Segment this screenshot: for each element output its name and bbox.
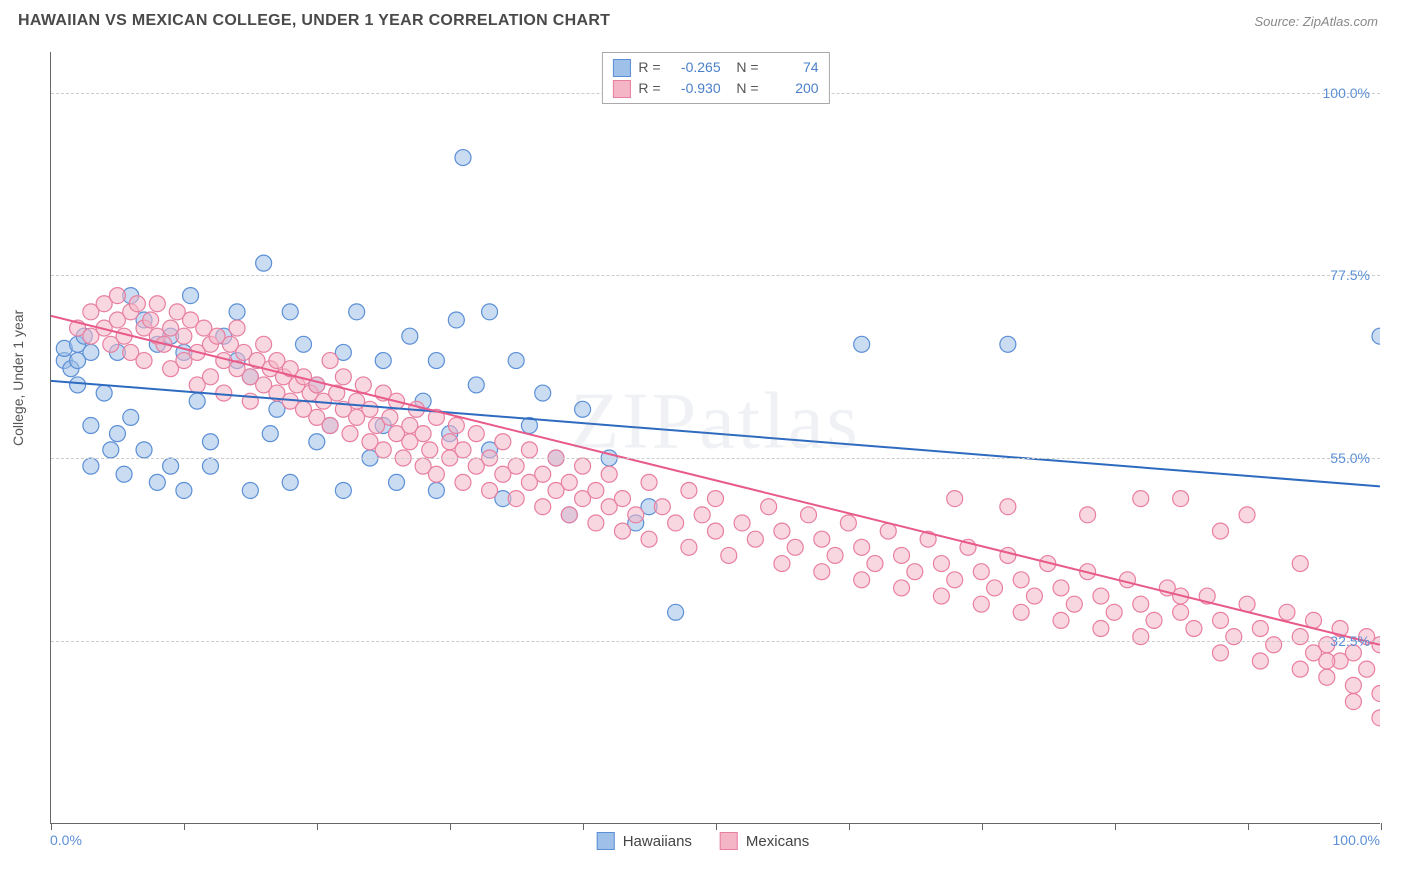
swatch-hawaiians bbox=[612, 59, 630, 77]
x-tick bbox=[317, 823, 318, 830]
n-label: N = bbox=[729, 78, 759, 99]
x-tick bbox=[583, 823, 584, 830]
x-tick bbox=[450, 823, 451, 830]
legend-item-hawaiians: Hawaiians bbox=[597, 832, 692, 850]
chart-title: HAWAIIAN VS MEXICAN COLLEGE, UNDER 1 YEA… bbox=[18, 12, 610, 30]
y-tick-label: 32.5% bbox=[1330, 633, 1370, 649]
legend-swatch-hawaiians bbox=[597, 832, 615, 850]
correlation-legend: R = -0.265 N = 74 R = -0.930 N = 200 bbox=[601, 52, 829, 104]
x-min-label: 0.0% bbox=[50, 832, 82, 848]
x-tick bbox=[1381, 823, 1382, 830]
scatter-plot-svg bbox=[51, 52, 1380, 823]
gridline bbox=[51, 641, 1380, 642]
y-axis-label: College, Under 1 year bbox=[10, 310, 26, 446]
legend-label-mexicans: Mexicans bbox=[746, 833, 809, 850]
chart-header: HAWAIIAN VS MEXICAN COLLEGE, UNDER 1 YEA… bbox=[0, 0, 1406, 38]
r-value-hawaiians: -0.265 bbox=[669, 57, 721, 78]
chart-plot-area: ZIPatlas R = -0.265 N = 74 R = -0.930 N … bbox=[50, 52, 1380, 824]
x-tick bbox=[849, 823, 850, 830]
y-tick-label: 100.0% bbox=[1323, 85, 1370, 101]
y-tick-label: 77.5% bbox=[1330, 267, 1370, 283]
r-value-mexicans: -0.930 bbox=[669, 78, 721, 99]
legend-label-hawaiians: Hawaiians bbox=[623, 833, 692, 850]
x-tick bbox=[184, 823, 185, 830]
legend-swatch-mexicans bbox=[720, 832, 738, 850]
x-tick bbox=[1115, 823, 1116, 830]
r-label: R = bbox=[638, 78, 660, 99]
x-tick bbox=[1248, 823, 1249, 830]
x-tick bbox=[51, 823, 52, 830]
n-value-mexicans: 200 bbox=[767, 78, 819, 99]
n-label: N = bbox=[729, 57, 759, 78]
gridline bbox=[51, 458, 1380, 459]
r-label: R = bbox=[638, 57, 660, 78]
y-tick-label: 55.0% bbox=[1330, 450, 1370, 466]
x-max-label: 100.0% bbox=[1333, 832, 1380, 848]
swatch-mexicans bbox=[612, 80, 630, 98]
n-value-hawaiians: 74 bbox=[767, 57, 819, 78]
x-tick bbox=[982, 823, 983, 830]
series-legend: Hawaiians Mexicans bbox=[597, 832, 810, 850]
legend-row-mexicans: R = -0.930 N = 200 bbox=[612, 78, 818, 99]
gridline bbox=[51, 275, 1380, 276]
x-tick bbox=[716, 823, 717, 830]
legend-item-mexicans: Mexicans bbox=[720, 832, 809, 850]
source-attribution: Source: ZipAtlas.com bbox=[1254, 14, 1378, 29]
legend-row-hawaiians: R = -0.265 N = 74 bbox=[612, 57, 818, 78]
